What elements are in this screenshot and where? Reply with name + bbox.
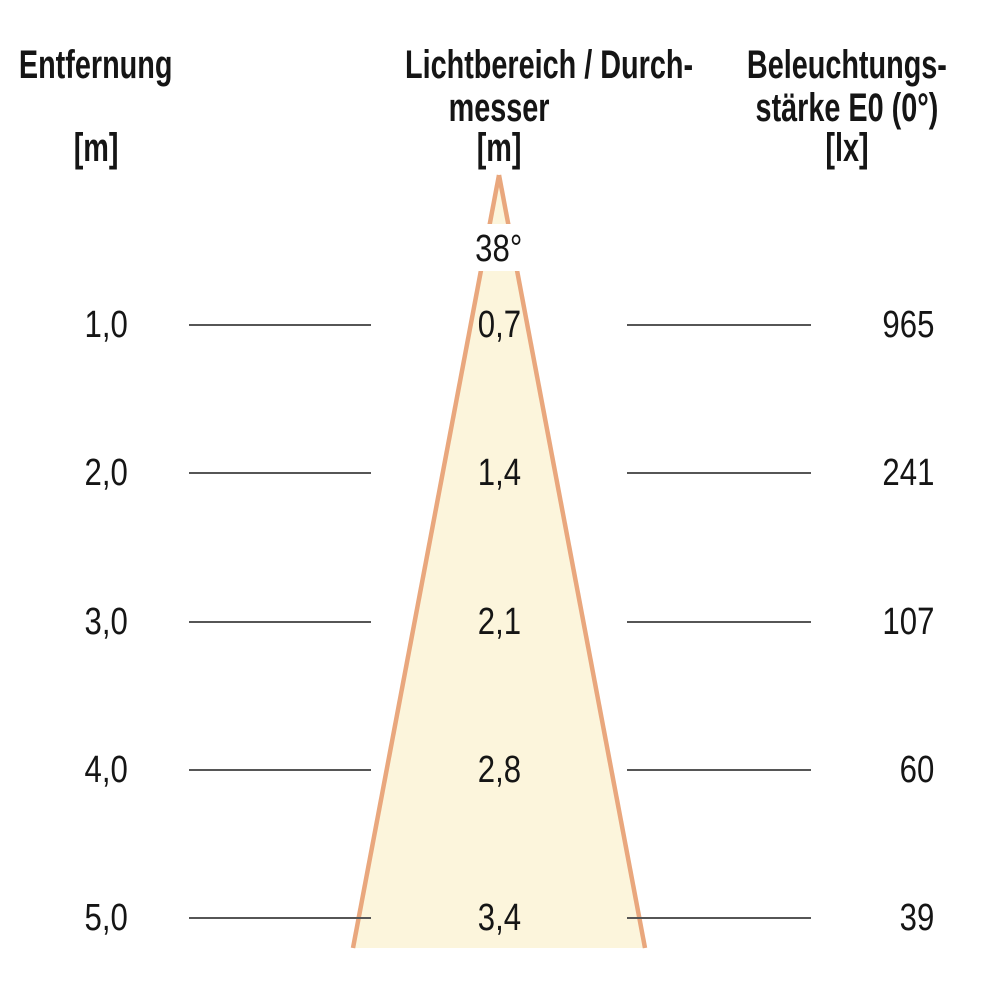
unit-label-diameter: [m] [349,127,649,170]
illuminance-text: 107 [882,601,934,643]
row-line-left [189,917,371,919]
illuminance-value: 241 [700,451,934,495]
row-line-left [189,324,371,326]
unit-label-diameter-text: [m] [476,126,522,170]
table-row: 4,0 2,8 60 [0,748,1000,792]
distance-value: 3,0 [0,600,128,644]
unit-label-illuminance-text: [lx] [825,126,869,170]
column-header-distance-text: Entfernung [19,43,173,87]
column-header-illuminance-line1: Beleuchtungs- [697,44,997,87]
row-line-left [189,621,371,623]
row-line-left [189,472,371,474]
row-line-right [627,621,811,623]
row-line-left [189,769,371,771]
column-header-illuminance-line2-text: stärke E0 (0°) [755,86,939,130]
table-row: 1,0 0,7 965 [0,303,1000,347]
table-row: 5,0 3,4 39 [0,896,1000,940]
row-line-right [627,769,811,771]
diameter-text: 2,1 [477,601,521,643]
diameter-value: 1,4 [349,451,649,495]
beam-angle-value: 38° [475,228,523,270]
row-line-right [627,917,811,919]
row-line-right [627,472,811,474]
light-cone-right-edge [496,174,648,949]
distance-value: 1,0 [0,303,128,347]
diameter-text: 0,7 [477,304,521,346]
diameter-text: 2,8 [477,749,521,791]
row-line-right [627,324,811,326]
table-row: 2,0 1,4 241 [0,451,1000,495]
column-header-distance: Entfernung [0,44,246,87]
illuminance-text: 965 [882,304,934,346]
distance-text: 4,0 [84,749,128,791]
distance-value: 4,0 [0,748,128,792]
diameter-value: 2,1 [349,600,649,644]
distance-text: 3,0 [84,601,128,643]
light-cone-fill [353,175,645,948]
unit-label-distance: [m] [0,127,246,170]
illuminance-value: 965 [700,303,934,347]
distance-text: 1,0 [84,304,128,346]
column-header-diameter-line1-text: Lichtbereich / Durch- [405,43,694,87]
distance-text: 2,0 [84,452,128,494]
diameter-value: 2,8 [349,748,649,792]
column-header-diameter-line2-text: messer [448,86,550,130]
illuminance-value: 107 [700,600,934,644]
distance-text: 5,0 [84,897,128,939]
illuminance-value: 39 [700,896,934,940]
light-cone-left-edge [350,174,502,949]
beam-angle-label: 38° [349,227,649,271]
column-header-illuminance-line1-text: Beleuchtungs- [746,43,947,87]
illuminance-text: 60 [899,749,934,791]
diameter-value: 3,4 [349,896,649,940]
column-header-illuminance-line2: stärke E0 (0°) [697,87,997,130]
column-header-diameter-line1: Lichtbereich / Durch- [349,44,693,87]
unit-label-distance-text: [m] [73,126,119,170]
table-row: 3,0 2,1 107 [0,600,1000,644]
illuminance-text: 39 [899,897,934,939]
distance-value: 2,0 [0,451,128,495]
diameter-text: 1,4 [477,452,521,494]
illuminance-text: 241 [882,452,934,494]
distance-value: 5,0 [0,896,128,940]
unit-label-illuminance: [lx] [697,127,997,170]
diameter-value: 0,7 [349,303,649,347]
beam-angle-gap-band [450,224,550,271]
diameter-text: 3,4 [477,897,521,939]
column-header-diameter-line2: messer [349,87,649,130]
illuminance-value: 60 [700,748,934,792]
